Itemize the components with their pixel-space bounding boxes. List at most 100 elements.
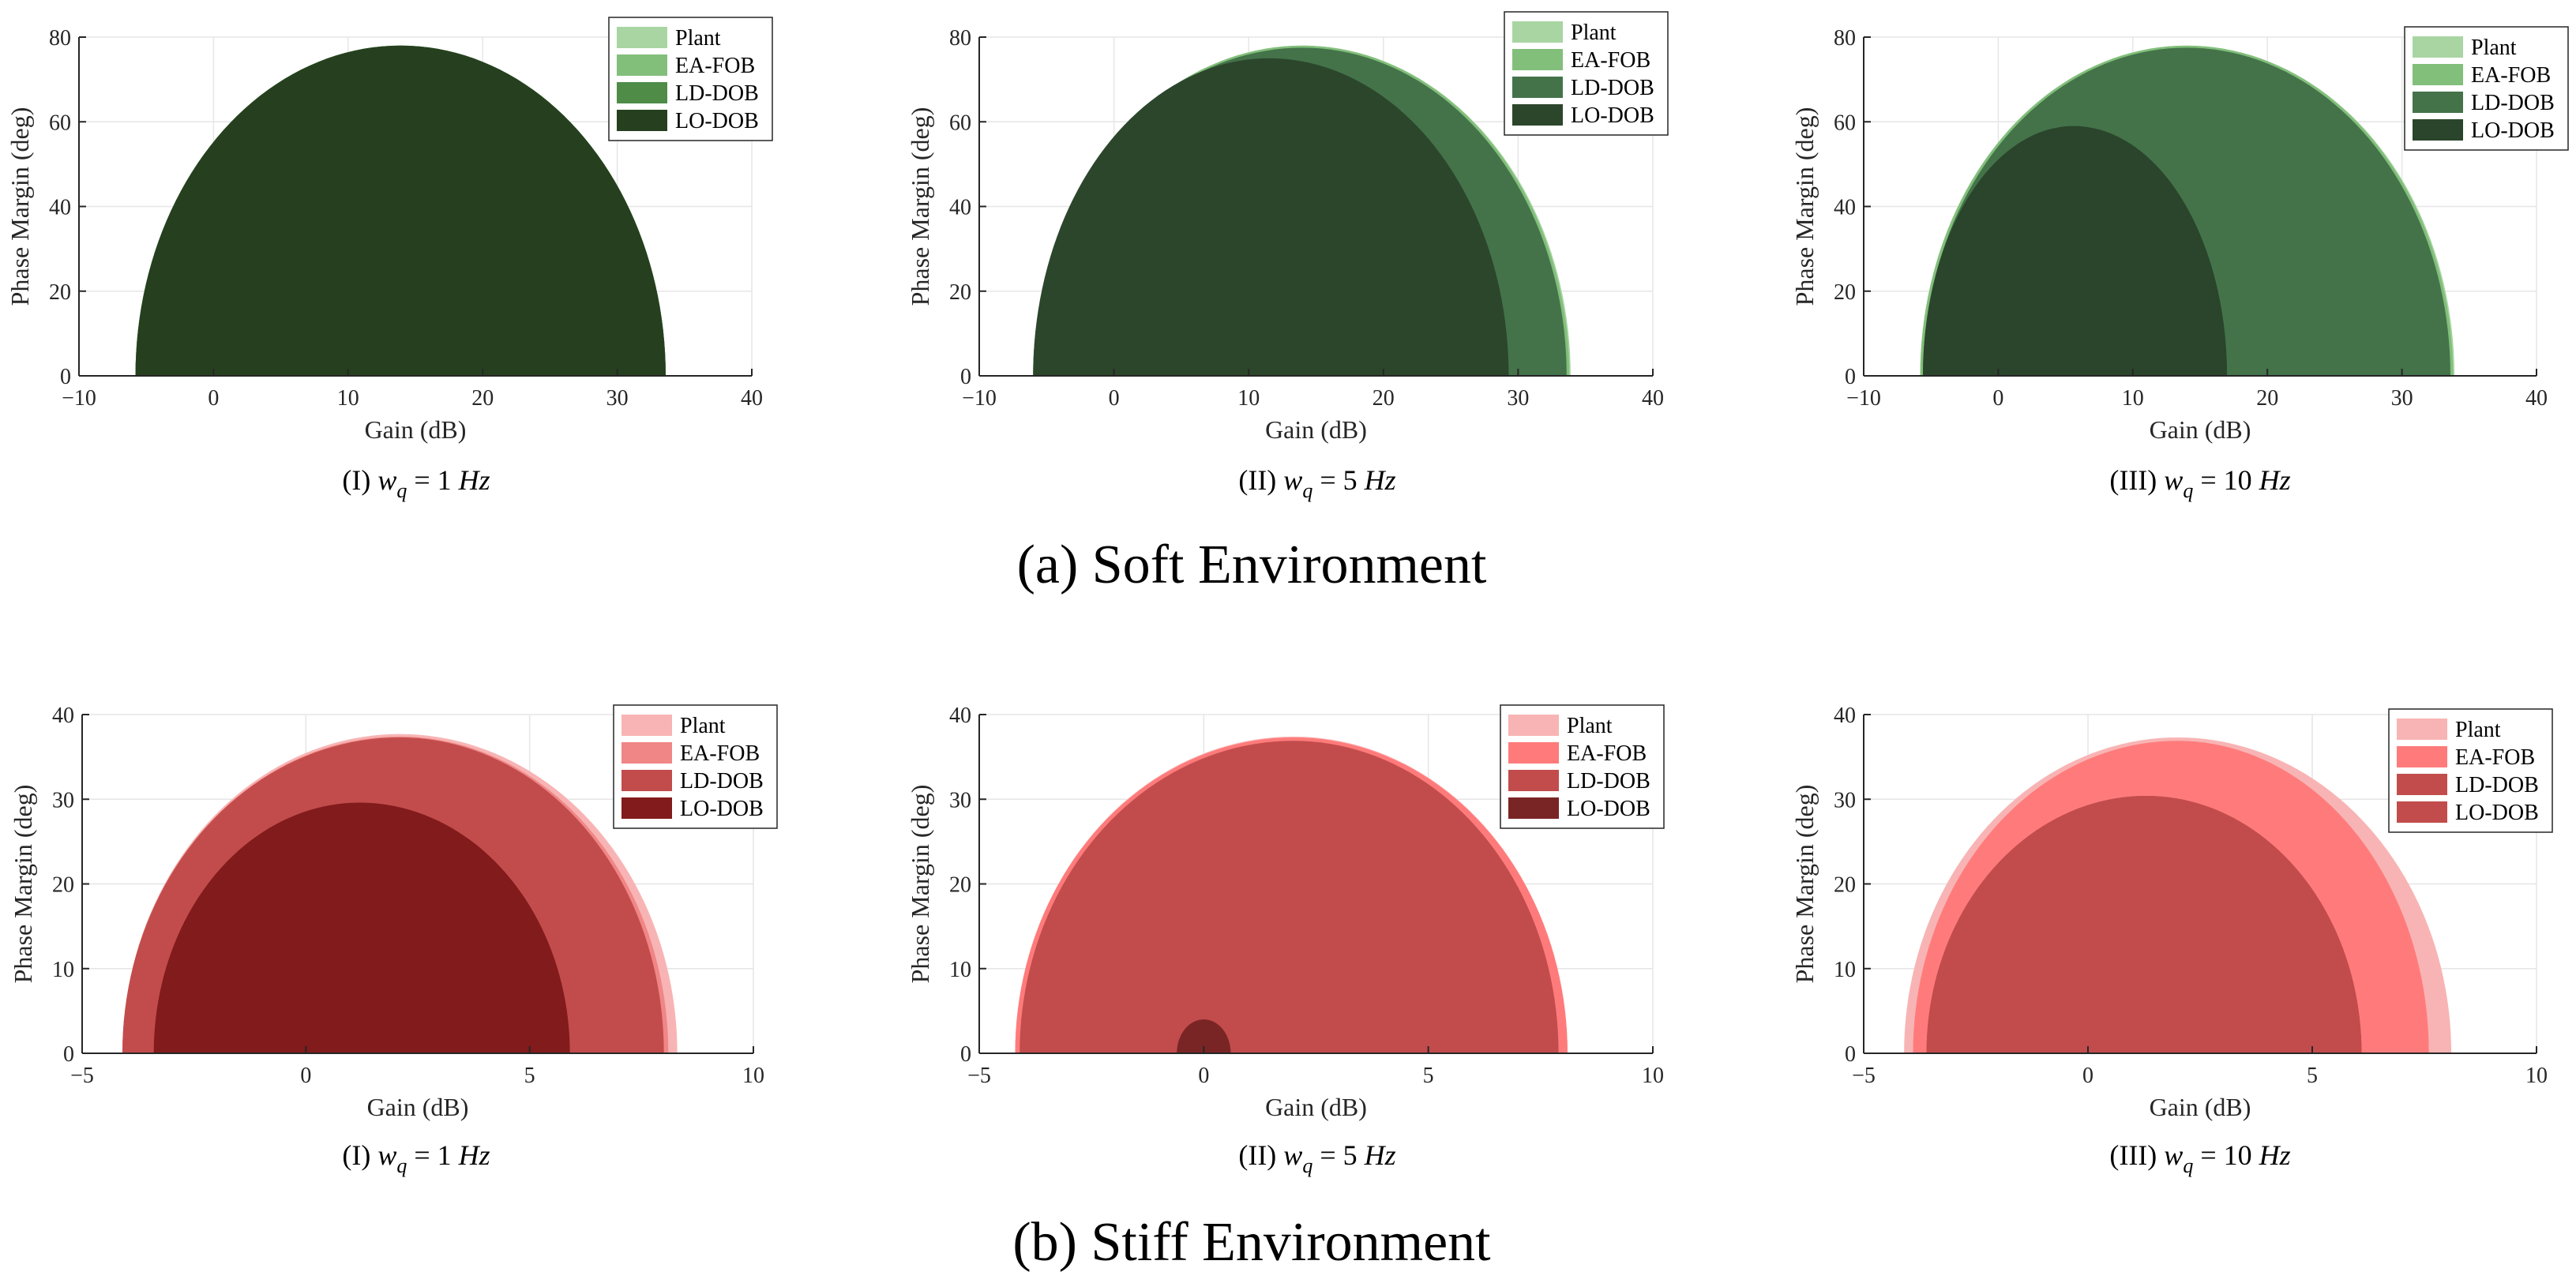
legend: Plant EA-FOB LD-DOB LO-DOB [1504,11,1669,136]
x-tick-label: −10 [1846,386,1881,411]
x-axis-label: Gain (dB) [1265,1093,1367,1121]
legend-label: EA-FOB [680,741,760,766]
y-axis-label: Phase Margin (deg) [906,785,934,984]
x-tick-label: 0 [1198,1064,1209,1088]
legend-label: Plant [2471,36,2517,60]
x-tick-label: 10 [2122,386,2144,411]
legend-label: EA-FOB [1571,48,1650,73]
legend-swatch [617,27,667,48]
x-tick-label: −10 [62,386,96,411]
y-axis-label: Phase Margin (deg) [6,107,34,306]
region-ld-dob [1020,741,1559,1053]
legend-swatch [1508,742,1559,764]
legend-label: Plant [2455,718,2501,742]
legend-label: EA-FOB [2455,745,2535,770]
y-tick-label: 80 [949,26,971,51]
x-tick-label: 20 [471,386,494,411]
x-tick-label: 10 [742,1064,764,1088]
y-tick-label: 30 [1834,788,1856,812]
legend-swatch [1508,770,1559,791]
x-tick-label: 10 [1237,386,1260,411]
legend-label: Plant [1567,714,1613,738]
x-axis-label: Gain (dB) [367,1093,469,1121]
x-tick-label: 0 [1992,386,2003,411]
legend-swatch [617,82,667,103]
legend-label: LD-DOB [680,769,764,794]
x-tick-label: 10 [1642,1064,1664,1088]
x-tick-label: 30 [2391,386,2413,411]
legend-label: LO-DOB [2455,801,2539,825]
y-tick-label: 0 [1845,1042,1856,1067]
legend-label: EA-FOB [2471,63,2551,88]
x-tick-label: 40 [2525,386,2548,411]
y-tick-label: 20 [1834,280,1856,305]
x-tick-label: 20 [1372,386,1395,411]
x-tick-label: −5 [1852,1064,1876,1088]
group-caption-soft: (a) Soft Environment [1017,535,1487,595]
y-tick-label: 60 [949,111,971,135]
region-lo-dob [1033,58,1509,376]
y-tick-label: 10 [949,958,971,982]
y-tick-label: 20 [949,873,971,898]
y-tick-label: 0 [1845,365,1856,389]
y-tick-label: 40 [52,704,74,728]
legend-swatch [1512,104,1563,126]
legend-label: Plant [680,714,726,738]
x-tick-label: 0 [208,386,219,411]
group-caption-stiff: (b) Stiff Environment [1012,1212,1491,1273]
y-tick-label: 40 [949,196,971,220]
x-tick-label: 40 [1642,386,1664,411]
legend-swatch [1508,715,1559,736]
panel-caption: (I) wq = 1 Hz [342,464,490,502]
y-tick-label: 80 [49,26,71,51]
x-tick-label: −10 [962,386,997,411]
legend: Plant EA-FOB LD-DOB LO-DOB [1500,704,1665,829]
y-tick-label: 80 [1834,26,1856,51]
legend-swatch [2413,64,2463,85]
panel-caption: (III) wq = 10 Hz [2109,464,2290,502]
legend-swatch [2397,746,2447,767]
legend-label: LD-DOB [2471,91,2555,115]
y-tick-label: 40 [49,196,71,220]
y-axis-label: Phase Margin (deg) [906,107,934,306]
y-tick-label: 10 [52,958,74,982]
panel-caption: (III) wq = 10 Hz [2109,1139,2290,1177]
y-tick-label: 20 [49,280,71,305]
panel-caption: (I) wq = 1 Hz [342,1139,490,1177]
y-axis-label: Phase Margin (deg) [1790,107,1819,306]
legend-swatch [1512,49,1563,70]
legend-swatch [621,715,672,736]
legend-label: Plant [1571,21,1617,45]
x-tick-label: 30 [1507,386,1529,411]
legend-swatch [1512,21,1563,43]
x-tick-label: −5 [967,1064,991,1088]
x-tick-label: 20 [2256,386,2278,411]
legend-label: LD-DOB [2455,773,2539,797]
legend-swatch [2397,719,2447,740]
legend: Plant EA-FOB LD-DOB LO-DOB [608,17,773,141]
legend-swatch [617,110,667,131]
legend-swatch [2413,119,2463,141]
x-tick-label: −5 [70,1064,94,1088]
region-lo-dob [1177,1019,1231,1053]
y-tick-label: 0 [960,1042,971,1067]
legend-swatch [2397,774,2447,795]
y-tick-label: 60 [1834,111,1856,135]
x-tick-label: 40 [741,386,763,411]
panel-caption: (II) wq = 5 Hz [1238,464,1395,502]
legend-swatch [2413,92,2463,113]
x-tick-label: 10 [337,386,359,411]
x-tick-label: 10 [2525,1064,2548,1088]
legend-swatch [2413,36,2463,58]
legend-swatch [621,797,672,819]
legend-label: LO-DOB [2471,118,2555,143]
y-tick-label: 0 [960,365,971,389]
panel-caption: (II) wq = 5 Hz [1238,1139,1395,1177]
legend-label: LO-DOB [1567,797,1650,821]
